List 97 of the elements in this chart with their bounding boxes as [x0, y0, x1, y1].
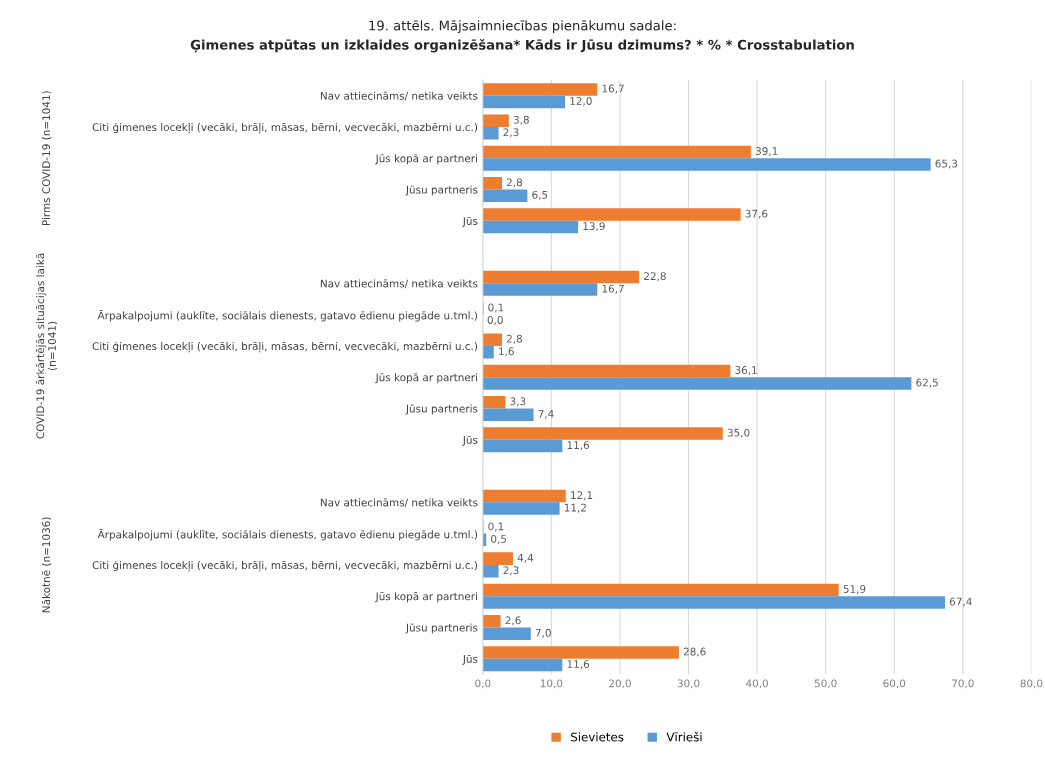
bar [482, 583, 839, 597]
bar [482, 189, 528, 203]
y-tick-label: Jūs [462, 435, 478, 446]
data-label: 2,6 [505, 616, 521, 626]
data-label: 7,4 [538, 410, 554, 419]
data-label: 28,6 [683, 647, 706, 657]
bar [482, 114, 509, 127]
x-tick-label: 70,0 [952, 679, 974, 689]
bar [482, 596, 946, 609]
data-label: 65,3 [935, 159, 958, 169]
data-label: 7,0 [535, 628, 551, 638]
chart-title: 19. attēls. Mājsaimniecības pienākumu sadale: [369, 20, 676, 34]
bar [482, 439, 563, 453]
bar [482, 95, 566, 109]
data-label: 0,1 [488, 522, 504, 532]
bar [482, 283, 598, 296]
x-tick-label: 40,0 [746, 679, 769, 689]
x-tick-label: 20,0 [609, 679, 631, 689]
bar [482, 646, 679, 659]
bar [482, 345, 494, 359]
data-label: 36,1 [735, 366, 757, 376]
data-label: 39,1 [755, 147, 778, 157]
x-tick-label: 0,0 [475, 679, 491, 689]
data-label: 6,5 [532, 190, 548, 200]
bar [482, 627, 531, 640]
y-tick-label: Jūsu partneris [405, 404, 478, 415]
legend-label: Vīrieši [666, 731, 702, 742]
bar [482, 427, 723, 440]
x-tick-label: 80,0 [1020, 679, 1043, 689]
y-tick-label: Jūs [462, 216, 478, 227]
data-label: 12,0 [570, 97, 592, 106]
legend-label: Sievietes [571, 732, 624, 742]
data-label: 62,5 [916, 378, 938, 388]
data-label: 2,3 [503, 566, 519, 576]
bar [482, 83, 598, 96]
y-tick-label: Jūs [462, 654, 478, 665]
data-label: 3,8 [513, 115, 529, 125]
bar [482, 564, 499, 578]
x-tick-label: 60,0 [883, 679, 906, 689]
text: COVID-19 ārkārtējās situācijas laikā (n=1041) [36, 253, 58, 439]
y-tick-label: Ārpakalpojumi (auklīte, sociālais dienests, gatavo ēdienu piegāde u.tml.) [97, 309, 478, 322]
chart-subtitle: Ģimenes atpūtas un izklaides organizēšana* Kāds ir Jūsu dzimums? * % * Crosstabulation [190, 39, 854, 53]
data-label: 35,0 [727, 428, 750, 438]
bar [482, 126, 499, 140]
bar [482, 552, 513, 565]
data-label: 4,4 [517, 553, 534, 563]
data-label: 16,7 [602, 284, 624, 294]
bar [482, 145, 751, 159]
data-label: 12,1 [571, 491, 593, 501]
bar [482, 333, 502, 346]
data-label: 11,2 [564, 503, 586, 513]
y-tick-label: Jūs kopā ar partneri [375, 154, 477, 165]
y-tick-label: Nav attiecināms/ netika veikts [320, 91, 478, 101]
bar [482, 408, 534, 421]
data-label: 51,9 [843, 585, 866, 594]
y-tick-label: Ārpakalpojumi (auklīte, sociālais dienests, gatavo ēdienu piegāde u.tml.) [97, 528, 478, 541]
data-label: 11,6 [567, 441, 590, 451]
y-tick-label: Jūs kopā ar partneri [375, 592, 477, 603]
bar [482, 364, 731, 378]
bar [482, 614, 501, 628]
y-tick-label: Jūs kopā ar partneri [375, 373, 477, 384]
bar [482, 489, 566, 503]
y-tick-label: Citi ģimenes locekļi (vecāki, brāļi, māsas, bērni, vecvecāki, mazbērni u.c.) [92, 122, 478, 134]
data-label: 22,8 [644, 272, 666, 282]
bar [482, 208, 741, 221]
text: Pirms COVID-19 (n=1041) [41, 91, 52, 226]
y-tick-label: Nav attiecināms/ netika veikts [320, 498, 478, 508]
data-label: 3,3 [510, 397, 526, 407]
bar [482, 176, 502, 190]
y-tick-label: Citi ģimenes locekļi (vecāki, brāļi, māsas, bērni, vecvecāki, mazbērni u.c.) [92, 341, 478, 353]
data-label: 0,5 [491, 535, 507, 544]
y-tick-label: Nav attiecināms/ netika veikts [320, 279, 478, 289]
text: Nākotnē (n=1036) [41, 517, 52, 613]
data-label: 0,1 [488, 303, 504, 313]
x-tick-label: 10,0 [540, 679, 563, 689]
bar [482, 377, 912, 390]
data-label: 13,9 [583, 222, 605, 232]
bar [482, 158, 931, 171]
data-label: 2,8 [506, 178, 523, 188]
bar [482, 658, 563, 672]
data-label: 67,4 [949, 597, 972, 607]
x-tick-label: 50,0 [814, 679, 837, 689]
data-label: 2,8 [506, 334, 523, 344]
data-label: 16,7 [602, 84, 624, 94]
bar [482, 220, 579, 234]
bar [482, 502, 560, 515]
data-label: 37,6 [745, 209, 768, 219]
x-tick-label: 30,0 [677, 679, 700, 689]
bar [482, 270, 640, 284]
data-label: 0,0 [487, 316, 503, 325]
data-label: 2,3 [503, 128, 519, 138]
bar [482, 395, 506, 409]
y-tick-label: Jūsu partneris [405, 185, 478, 196]
y-tick-label: Citi ģimenes locekļi (vecāki, brāļi, māsas, bērni, vecvecāki, mazbērni u.c.) [92, 560, 478, 572]
data-label: 1,6 [499, 347, 514, 357]
y-tick-label: Jūsu partneris [405, 623, 478, 634]
data-label: 11,6 [567, 660, 590, 670]
